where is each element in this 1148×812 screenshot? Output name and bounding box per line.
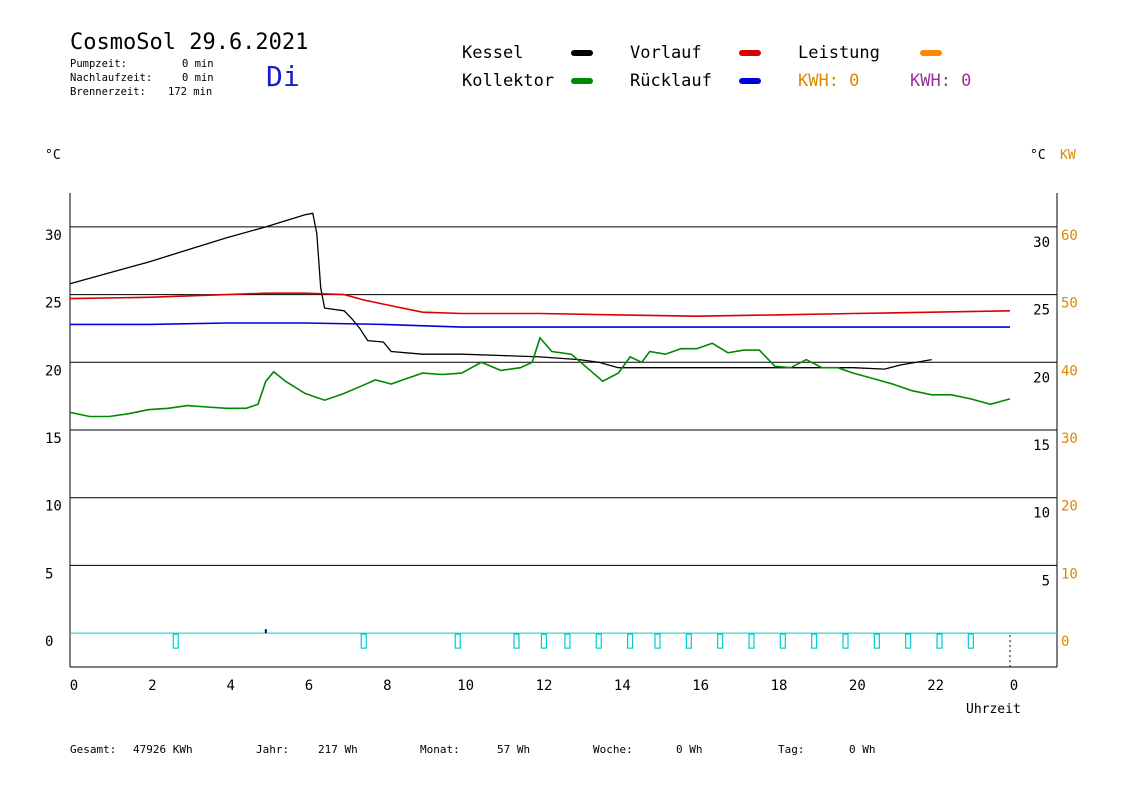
- y-tick-right-c-30: 30: [1033, 235, 1050, 251]
- y-tick-right-c-25: 25: [1033, 303, 1050, 319]
- footer-monat-value: 57 Wh: [497, 743, 531, 756]
- y-tick-left-0: 0: [45, 634, 53, 650]
- footer-tag-label: Tag:: [778, 743, 805, 756]
- burner-marker-7: [626, 633, 634, 649]
- legend-leistung-swatch: [920, 50, 942, 56]
- series-kollektor: [69, 336, 1011, 418]
- y-tick-left-15: 15: [45, 431, 62, 447]
- x-tick-12: 0: [1010, 678, 1018, 694]
- burner-marker-16: [905, 633, 912, 649]
- footer-tag-value: 0 Wh: [849, 743, 876, 756]
- y-tick-right-c-5: 5: [1042, 573, 1050, 589]
- footer-woche-value: 0 Wh: [676, 743, 703, 756]
- x-tick-7: 14: [614, 678, 631, 694]
- burner-marker-12: [779, 633, 786, 649]
- y-tick-left-25: 25: [45, 296, 62, 312]
- x-tick-10: 20: [849, 678, 866, 694]
- stat-brennerzeit-label: Brennerzeit:: [70, 86, 146, 98]
- x-tick-3: 6: [305, 678, 313, 694]
- series-vorlauf: [69, 292, 1011, 318]
- footer-gesamt-label: Gesamt:: [70, 743, 117, 756]
- burner-marker-18: [967, 633, 974, 649]
- footer-jahr-label: Jahr:: [256, 743, 290, 756]
- y-tick-right-kw-30: 30: [1061, 431, 1078, 447]
- y-tick-right-c-10: 10: [1033, 506, 1050, 522]
- right-axis-kw-unit: KW: [1060, 148, 1076, 163]
- burner-marker-1: [360, 633, 367, 649]
- legend-kwh-leistung: KWH: 0: [798, 71, 860, 91]
- footer-gesamt-value: 47926 KWh: [133, 743, 193, 756]
- chart-title: CosmoSol 29.6.2021: [70, 30, 309, 55]
- legend-kollektor-label: Kollektor: [462, 71, 555, 91]
- legend-vorlauf-label: Vorlauf: [630, 43, 702, 63]
- x-axis-label: Uhrzeit: [966, 702, 1021, 717]
- legend-ruecklauf-label: Rücklauf: [630, 71, 712, 91]
- x-tick-8: 16: [692, 678, 709, 694]
- y-tick-right-c-15: 15: [1033, 438, 1050, 454]
- legend-vorlauf-swatch: [739, 50, 761, 56]
- burner-marker-10: [717, 633, 724, 649]
- left-axis-unit: °C: [45, 148, 61, 163]
- stat-nachlaufzeit-label: Nachlaufzeit:: [70, 72, 153, 84]
- burner-marker-0: [172, 633, 179, 649]
- y-tick-right-kw-20: 20: [1061, 499, 1078, 515]
- y-tick-left-30: 30: [45, 228, 62, 244]
- footer-monat-label: Monat:: [420, 743, 460, 756]
- x-tick-0: 0: [70, 678, 78, 694]
- y-tick-right-kw-10: 10: [1061, 566, 1078, 582]
- legend-kessel-label: Kessel: [462, 43, 524, 63]
- y-tick-left-5: 5: [45, 566, 53, 582]
- legend-kwh-total: KWH: 0: [910, 71, 972, 91]
- legend-ruecklauf-swatch: [739, 78, 761, 84]
- x-tick-6: 12: [536, 678, 553, 694]
- burner-marker-4: [540, 633, 548, 649]
- burner-marker-13: [811, 633, 818, 649]
- footer-woche-label: Woche:: [593, 743, 633, 756]
- footer-jahr-value: 217 Wh: [318, 743, 358, 756]
- burner-marker-11: [748, 633, 755, 649]
- burner-marker-15: [873, 633, 880, 649]
- x-tick-1: 2: [148, 678, 156, 694]
- x-tick-5: 10: [457, 678, 474, 694]
- burner-marker-8: [654, 633, 661, 649]
- burner-marker-2: [454, 633, 461, 649]
- y-tick-right-kw-0: 0: [1061, 634, 1069, 650]
- weekday-label: Di: [266, 60, 300, 93]
- right-axis-unit: °C: [1030, 148, 1046, 163]
- x-tick-9: 18: [771, 678, 788, 694]
- burner-marker-3: [513, 633, 520, 649]
- burner-marker-14: [842, 633, 849, 649]
- series-ruecklauf: [70, 322, 1010, 328]
- x-tick-4: 8: [383, 678, 391, 694]
- legend-leistung-label: Leistung: [798, 43, 880, 63]
- y-tick-right-kw-60: 60: [1061, 228, 1078, 244]
- y-tick-left-10: 10: [45, 499, 62, 515]
- x-tick-11: 22: [927, 678, 944, 694]
- x-tick-2: 4: [226, 678, 234, 694]
- stat-brennerzeit-value: 172 min: [168, 86, 213, 98]
- burner-marker-5: [564, 633, 571, 649]
- y-tick-right-kw-50: 50: [1061, 296, 1078, 312]
- series-kessel: [69, 212, 932, 370]
- y-tick-left-20: 20: [45, 363, 62, 379]
- burner-marker-17: [936, 633, 943, 649]
- y-tick-right-c-20: 20: [1033, 370, 1050, 386]
- y-tick-right-kw-40: 40: [1061, 363, 1078, 379]
- burner-marker-9: [685, 633, 692, 649]
- legend-kollektor-swatch: [571, 78, 593, 84]
- stat-pumpzeit-label: Pumpzeit:: [70, 58, 127, 70]
- stat-nachlaufzeit-value: 0 min: [182, 72, 214, 84]
- burner-marker-6: [595, 633, 602, 649]
- legend-kessel-swatch: [571, 50, 593, 56]
- stat-pumpzeit-value: 0 min: [182, 58, 214, 70]
